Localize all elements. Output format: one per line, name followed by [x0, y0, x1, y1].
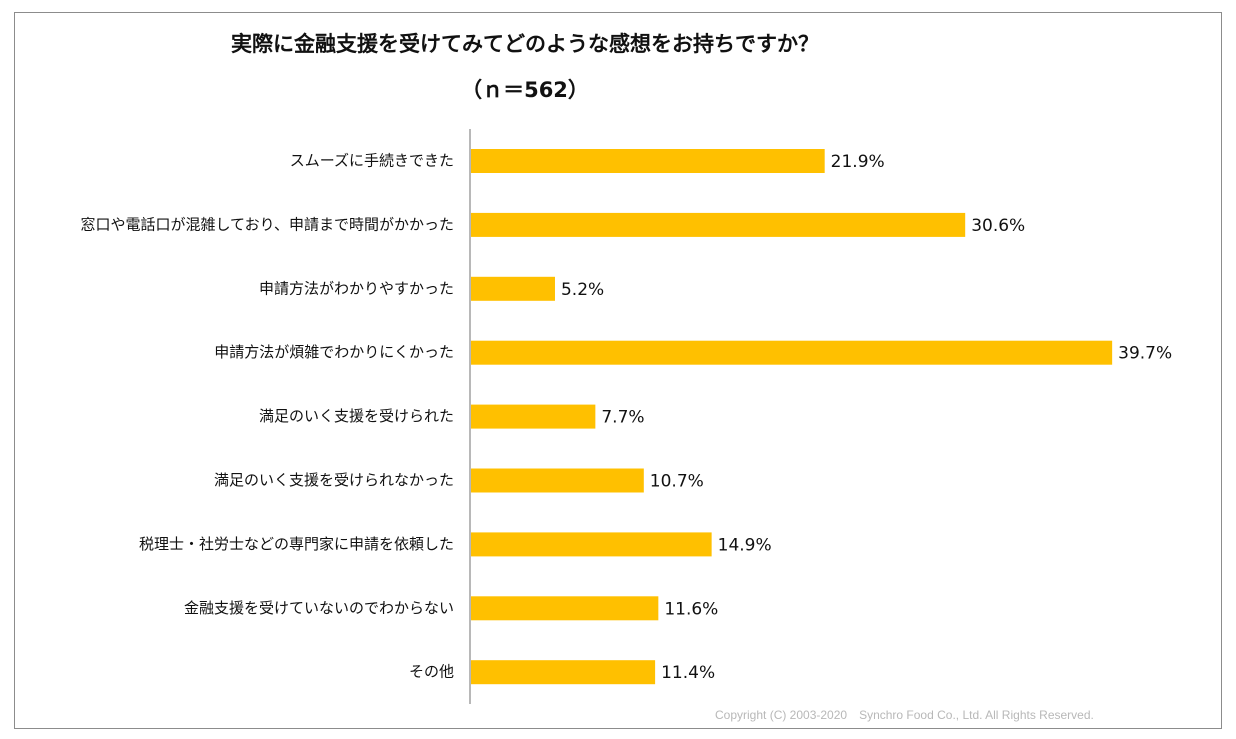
data-label: 5.2% [561, 280, 604, 300]
bar [471, 340, 1113, 365]
bar [471, 532, 712, 557]
data-label: 21.9% [831, 152, 885, 172]
bars-group: スムーズに手続きできた 21.9% 窓口や電話口が混雑しており、申請まで時間がかかっ… [80, 149, 1172, 685]
data-label: 30.6% [971, 216, 1025, 236]
bar [471, 212, 966, 237]
copyright-text: Copyright (C) 2003-2020 Synchro Food Co.… [715, 708, 1094, 722]
category-label: 満足のいく支援を受けられた [259, 407, 454, 425]
bar [471, 276, 555, 301]
data-label: 11.4% [661, 663, 715, 683]
category-label: 申請方法がわかりやすかった [259, 279, 454, 297]
chart-title: 実際に金融支援を受けてみてどのような感想をお持ちですか？ [231, 32, 819, 56]
category-label: その他 [409, 663, 454, 681]
bar [471, 660, 656, 685]
category-label: 申請方法が煩雑でわかりにくかった [214, 343, 454, 361]
data-label: 11.6% [664, 599, 718, 619]
category-label: 金融支援を受けていないのでわからない [184, 599, 454, 617]
data-label: 10.7% [650, 472, 704, 492]
category-label: 税理士・社労士などの専門家に申請を依頼した [139, 535, 454, 553]
bar [471, 149, 825, 173]
data-label: 14.9% [718, 535, 772, 555]
chart-subtitle: （ｎ＝562） [461, 78, 589, 102]
bar [471, 596, 659, 621]
category-label: スムーズに手続きできた [290, 152, 454, 170]
category-label: 満足のいく支援を受けられなかった [214, 471, 454, 489]
bar [471, 468, 644, 493]
data-label: 39.7% [1118, 344, 1172, 364]
data-label: 7.7% [601, 408, 644, 428]
bar [471, 404, 596, 429]
category-label: 窓口や電話口が混雑しており、申請まで時間がかかった [80, 215, 454, 233]
